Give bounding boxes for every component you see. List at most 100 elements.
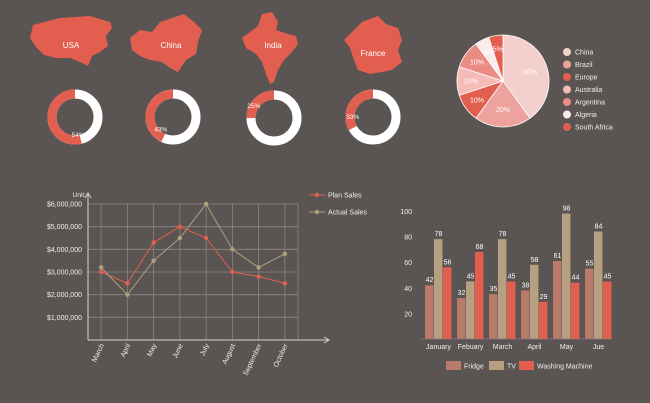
pie-legend-label: China — [575, 50, 593, 57]
line-x-tick-label: July — [199, 342, 211, 357]
bar-fridge — [457, 298, 466, 339]
pie-legend-label: Europe — [575, 75, 598, 82]
china-map-label: China — [161, 41, 182, 50]
bar-value-label: 56 — [444, 259, 452, 266]
bar-x-tick-label: Jue — [593, 344, 604, 351]
usa-map-icon: USA — [30, 16, 112, 66]
line-y-tick-label: $5,000,000 — [47, 224, 82, 231]
line-y-axis-label: Unit: — [73, 192, 87, 199]
bar-fridge — [553, 260, 562, 339]
bar-tv — [594, 231, 603, 339]
line-chart: Unit: $1,000,000 $2,000,000 $3,000,000 $4,00… — [47, 192, 367, 377]
pie-slice-south-africa — [488, 34, 504, 82]
india-progress-arc — [246, 90, 275, 119]
bar-value-label: 98 — [563, 206, 571, 213]
pie-legend-swatch — [563, 123, 571, 131]
bar-value-label: 84 — [595, 223, 603, 230]
pie-label: 5% — [493, 47, 503, 54]
line-y-tick-label: $4,000,000 — [47, 247, 82, 254]
usa-progress-arc — [47, 89, 82, 145]
france-progress-label: 33% — [346, 114, 359, 121]
line-series-plan — [100, 226, 286, 284]
pie-legend-label: Brazil — [575, 62, 593, 69]
line-legend-label: Plan Sales — [328, 193, 362, 200]
bar-x-tick-label: April — [527, 344, 541, 351]
bar-legend-swatch — [446, 361, 461, 370]
bar-washing-machine — [475, 251, 484, 339]
bar-fridge — [585, 268, 594, 339]
bar-tv — [434, 239, 443, 339]
france-progress-arc — [345, 89, 374, 131]
india-map-label: India — [264, 41, 282, 50]
bar-washing-machine — [571, 282, 580, 339]
india-progress-label: 25% — [247, 103, 260, 110]
bar-value-label: 58 — [531, 257, 539, 264]
line-point — [98, 269, 104, 275]
bar-value-label: 78 — [435, 231, 443, 238]
france-map-icon: France — [344, 16, 402, 74]
line-legend-label: Actual Sales — [328, 210, 367, 217]
bar-y-tick-label: 100 — [400, 209, 412, 216]
line-point — [230, 247, 235, 252]
line-point — [203, 235, 209, 241]
bar-fridge — [425, 285, 434, 339]
usa-map-label: USA — [63, 41, 80, 50]
line-x-tick-label: June — [172, 343, 185, 360]
line-point — [256, 265, 261, 270]
pie-slice-china — [502, 34, 550, 119]
bar-y-tick-label: 20 — [404, 311, 412, 318]
bar-tv — [530, 264, 539, 339]
bar-legend-swatch — [519, 361, 534, 370]
line-x-axis-arrow — [323, 336, 330, 344]
bar-value-label: 44 — [572, 275, 580, 282]
line-point — [98, 265, 104, 270]
france-map-label: France — [361, 49, 386, 58]
usa-progress-label: 54% — [72, 132, 85, 139]
line-point — [282, 251, 288, 257]
line-legend-marker — [314, 192, 320, 198]
bar-legend-label: Washing Machine — [537, 364, 592, 371]
bar-washing-machine — [507, 281, 516, 339]
bar-legend-label: Fridge — [464, 364, 484, 371]
pie-legend-swatch — [563, 98, 571, 106]
bar-value-label: 32 — [458, 290, 466, 297]
pie-slice-brazil — [475, 80, 531, 128]
bar-value-label: 35 — [490, 286, 498, 293]
line-point — [125, 281, 130, 286]
china-progress-arc — [145, 89, 174, 142]
pie-label: 5% — [483, 50, 493, 57]
pie-legend-swatch — [563, 60, 571, 69]
pie-legend-swatch — [563, 73, 571, 81]
bar-value-label: 38 — [522, 282, 530, 289]
line-x-tick-label: October — [273, 342, 290, 368]
bar-fridge — [489, 294, 498, 339]
bar-value-label: 45 — [508, 273, 516, 280]
bar-x-tick-label: May — [560, 344, 574, 351]
line-legend-marker — [314, 209, 320, 215]
bar-x-tick-label: Febuary — [458, 344, 484, 351]
pie-label: 10% — [470, 60, 484, 67]
pie-legend-swatch — [563, 48, 571, 56]
line-x-tick-label: September — [243, 342, 264, 377]
bar-chart: 20 40 60 80 100 42 78 56 January 32 45 68 Febuary 35 7… — [400, 206, 612, 371]
pie-legend-swatch — [563, 85, 571, 94]
line-point — [151, 240, 156, 245]
bar-y-tick-label: 80 — [404, 235, 412, 242]
bar-value-label: 42 — [426, 277, 434, 284]
line-x-tick-label: March — [91, 343, 106, 364]
line-y-tick-label: $6,000,000 — [47, 202, 82, 209]
china-progress-label: 43% — [154, 127, 167, 134]
line-point — [282, 281, 288, 286]
line-x-tick-label: August — [222, 343, 238, 366]
bar-tv — [498, 239, 507, 339]
line-point — [177, 224, 183, 229]
bar-y-tick-label: 60 — [404, 260, 412, 267]
india-map-icon: India — [242, 12, 298, 84]
bar-value-label: 61 — [554, 253, 562, 260]
line-x-tick-label: April — [120, 342, 132, 358]
pie-legend-swatch — [563, 110, 571, 119]
bar-value-label: 45 — [467, 273, 475, 280]
bar-legend-swatch — [489, 361, 504, 370]
pie-legend-label: South Africa — [575, 125, 613, 132]
